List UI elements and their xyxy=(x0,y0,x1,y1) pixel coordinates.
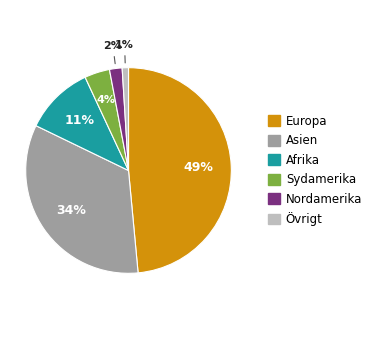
Text: 49%: 49% xyxy=(183,161,213,174)
Legend: Europa, Asien, Afrika, Sydamerika, Nordamerika, Övrigt: Europa, Asien, Afrika, Sydamerika, Norda… xyxy=(268,115,362,226)
Wedge shape xyxy=(26,126,138,273)
Wedge shape xyxy=(36,77,129,170)
Text: 11%: 11% xyxy=(65,114,94,127)
Wedge shape xyxy=(85,70,129,170)
Text: 34%: 34% xyxy=(56,204,86,217)
Wedge shape xyxy=(122,68,129,170)
Text: 1%: 1% xyxy=(115,40,134,63)
Text: 2%: 2% xyxy=(104,41,122,64)
Wedge shape xyxy=(110,68,129,170)
Text: 4%: 4% xyxy=(96,95,115,105)
Wedge shape xyxy=(129,68,231,273)
